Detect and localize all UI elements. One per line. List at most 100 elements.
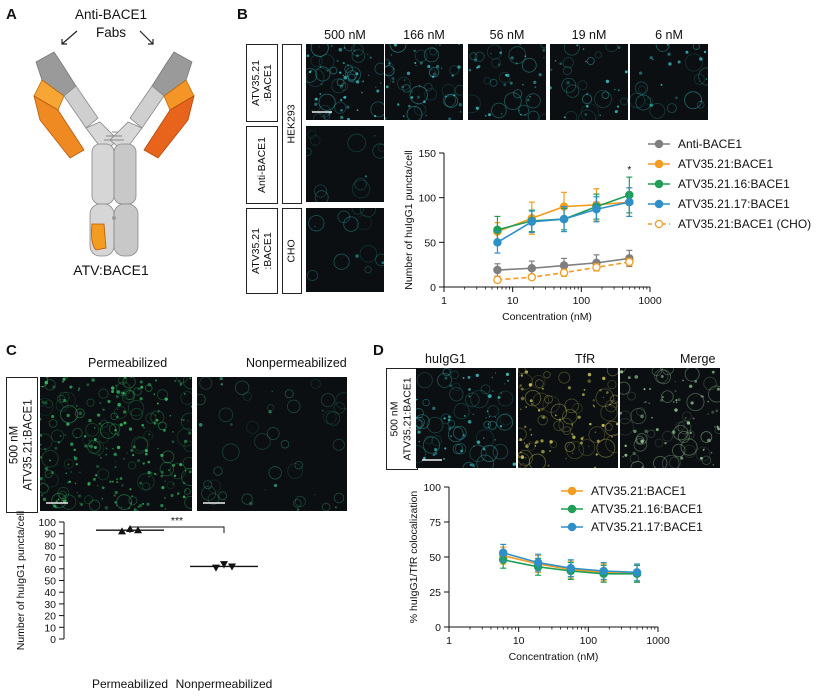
micrograph-atv-4 (630, 44, 708, 120)
y-tick-label: 100 (423, 482, 441, 494)
data-point (134, 526, 142, 534)
legend-marker (567, 522, 577, 532)
panel-c-row-label-line1: 500 nM (9, 425, 22, 465)
row-label-3: ATV35.21:BACE1 (246, 208, 278, 294)
panel-c-header-nonperm: Nonpermeabilized (246, 356, 347, 370)
y-tick-label: 75 (429, 517, 441, 529)
y-tick-label: 50 (44, 576, 56, 588)
panel-c-letter: C (6, 342, 17, 359)
panel-a-letter: A (6, 6, 17, 23)
micrograph-atv-1 (385, 44, 463, 120)
legend-label: ATV35.21.17:BACE1 (678, 197, 790, 211)
legend-marker (654, 199, 664, 209)
row-label-1-line2: :BACE1 (262, 64, 275, 102)
category-label: Nonpermeabilized (176, 677, 273, 691)
legend-label: ATV35.21:BACE1 (CHO) (678, 217, 811, 231)
x-tick-label: 1 (446, 635, 452, 647)
y-tick-label: 60 (44, 564, 56, 576)
panel-d-letter: D (373, 342, 384, 359)
cell-line-hek293: HEK293 (282, 44, 302, 204)
data-point (559, 261, 569, 270)
data-point (527, 263, 537, 273)
y-tick-label: 50 (424, 237, 436, 249)
legend-label: ATV35.21.16:BACE1 (678, 177, 790, 191)
micrograph-merge (620, 368, 720, 468)
y-axis-label: % huIgG1/TfR colocalization (408, 491, 420, 624)
legend-label: ATV35.21:BACE1 (678, 157, 773, 171)
cell-line-hek293-text: HEK293 (286, 104, 299, 144)
panel-d-row-label-line1: 500 nM (389, 401, 401, 437)
data-point (212, 564, 220, 572)
concentration-label: 6 nM (655, 28, 683, 42)
panel-a-top-label: Anti-BACE1 Fabs (48, 6, 174, 42)
row-label-2: Anti-BACE1 (246, 126, 278, 204)
data-point (493, 265, 502, 275)
legend-marker (567, 486, 577, 496)
cell-line-cho: CHO (282, 208, 302, 294)
legend-marker (654, 159, 664, 169)
row-label-3-line1: ATV35.21 (250, 228, 263, 274)
data-point (498, 548, 508, 558)
fc-region (89, 143, 139, 257)
antibody-diagram (33, 30, 195, 257)
panel-a-bottom-label: ATV:BACE1 (73, 262, 149, 278)
x-tick-label: 1000 (638, 295, 662, 307)
concentration-label: 500 nM (324, 28, 366, 42)
concentration-label: 56 nM (489, 28, 525, 42)
micrograph-tfr (518, 368, 618, 468)
y-axis-label: Number of huIgG1 puncta/cell (403, 150, 415, 290)
y-tick-label: 25 (429, 587, 441, 599)
x-tick-label: 1000 (646, 635, 670, 647)
concentration-label: 19 nM (571, 28, 607, 42)
right-fab-arm (109, 51, 195, 159)
y-tick-label: 100 (38, 517, 56, 529)
data-point (493, 275, 502, 285)
data-point (493, 238, 502, 247)
micrograph-atv-0 (306, 44, 384, 120)
y-tick-label: 20 (44, 611, 56, 623)
panel-d-chart: 1 10 100 1000 0 25 50 75 100 Concentration (nM) % … (408, 482, 703, 663)
y-tick-label: 90 (44, 529, 56, 541)
panel-d-header-tfr: TfR (575, 352, 596, 366)
y-tick-label: 150 (418, 148, 436, 160)
legend-label: Anti-BACE1 (678, 137, 742, 151)
data-point (118, 527, 126, 535)
panel-c-header-perm: Permeabilized (88, 356, 168, 370)
data-point (533, 558, 543, 567)
micrograph-huigg1 (416, 368, 516, 468)
y-tick-label: 100 (418, 193, 436, 205)
micrograph-anti-bace1 (306, 126, 384, 202)
panel-b-chart: 1 10 100 1000 0 50 100 150 Concentration (nM) Num… (403, 137, 811, 323)
concentration-label: 166 nM (403, 28, 445, 42)
fab-arrows (61, 30, 154, 45)
data-point (228, 563, 236, 571)
panel-c-row-label-line2: ATV35.21:BACE1 (23, 399, 36, 491)
data-point (527, 272, 537, 282)
x-tick-label: 10 (513, 635, 525, 647)
x-axis-label: Concentration (nM) (509, 651, 599, 663)
data-point (592, 263, 601, 272)
y-tick-label: 40 (44, 587, 56, 599)
micrograph-nonpermeabilized (197, 377, 347, 511)
legend-marker (654, 139, 664, 149)
x-tick-label: 100 (580, 635, 598, 647)
panel-c-row-label: 500 nM ATV35.21:BACE1 (6, 377, 38, 513)
x-tick-label: 1 (441, 295, 447, 307)
y-tick-label: 30 (44, 599, 56, 611)
micrograph-permeabilized (40, 377, 192, 511)
panel-d-row-label: 500 nM ATV35.21:BACE1 (386, 368, 418, 470)
data-point (527, 217, 537, 227)
data-point (632, 568, 642, 577)
hinge (104, 131, 124, 141)
significance-marker: * (627, 164, 631, 176)
significance-marker: *** (171, 515, 183, 527)
panel-d-header-merge: Merge (680, 352, 716, 366)
legend-label: ATV35.21:BACE1 (591, 484, 686, 498)
data-point (625, 197, 634, 207)
panel-d-header-huigg1: huIgG1 (425, 352, 467, 366)
x-tick-label: 10 (507, 295, 519, 307)
y-tick-label: 0 (435, 622, 441, 634)
y-tick-label: 70 (44, 552, 56, 564)
x-axis-label: Concentration (nM) (502, 311, 592, 323)
